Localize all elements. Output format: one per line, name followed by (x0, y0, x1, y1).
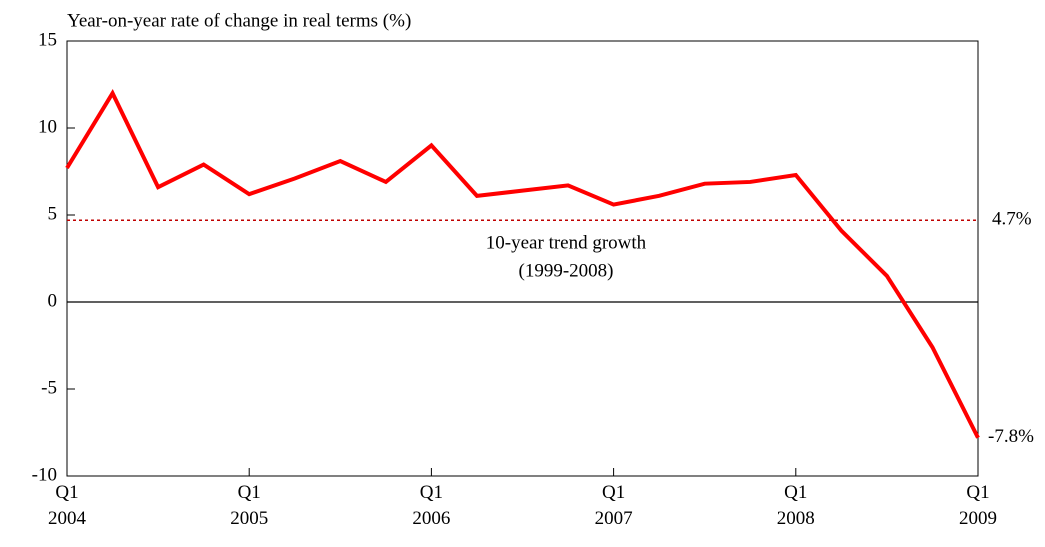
chart-title: Year-on-year rate of change in real term… (67, 10, 411, 31)
y-tick-label: 10 (38, 116, 57, 137)
x-tick-label: Q1 2007 (594, 482, 633, 529)
x-tick-label: Q1 2006 (412, 482, 451, 529)
trend-period: (1999-2008) (519, 260, 614, 281)
y-tick-label: 15 (38, 29, 57, 50)
trend-annotation: 10-year trend growth (486, 232, 647, 253)
x-tick-label: Q1 2008 (776, 482, 815, 529)
y-tick-label: 5 (48, 203, 58, 224)
x-tick-label: Q1 2009 (959, 482, 997, 529)
x-tick-label: Q1 2004 (48, 482, 86, 529)
trend-label: 4.7% (992, 209, 1032, 230)
plot-frame (66, 40, 979, 477)
y-tick-label: -10 (32, 464, 57, 485)
value-label: -7.8% (988, 426, 1034, 447)
y-tick-label: -5 (41, 377, 57, 398)
y-tick-label: 0 (48, 290, 58, 311)
x-tick-label: Q1 2005 (230, 482, 269, 529)
data-line (65, 89, 980, 439)
